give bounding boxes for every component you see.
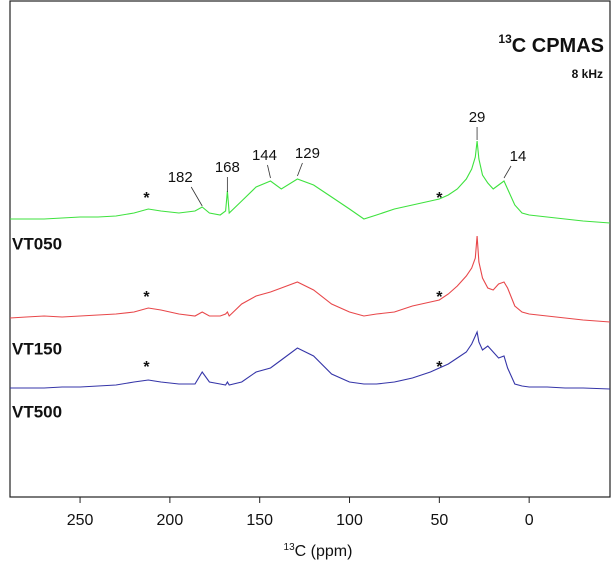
x-tick-label: 200 [157,512,184,529]
spectrum-line [10,330,611,390]
spectrum-line [9,235,611,323]
asterisk: * [143,190,150,207]
peak-leader [297,162,303,177]
peak-leader [190,186,203,207]
chart-title: 13C CPMAS [498,32,604,57]
peak-label: 29 [469,109,486,126]
plot-frame [9,0,611,498]
asterisk: * [143,289,150,306]
asterisk: * [436,359,443,376]
peak-label: 144 [252,147,277,164]
series-label: VT050 [12,234,62,253]
asterisk: * [436,289,443,306]
asterisk: * [436,190,443,207]
title-superscript: 13 [498,32,512,46]
x-tick-label: 150 [246,512,273,529]
x-tick-label: 100 [336,512,363,529]
xlabel-text: C (ppm) [295,543,353,560]
x-tick-label: 0 [525,512,534,529]
peak-label: 129 [295,145,320,162]
peak-leader [503,165,512,179]
title-text: C CPMAS [512,35,604,57]
x-tick-label: 250 [67,512,94,529]
peak-label: 168 [215,159,240,176]
peak-label: 182 [168,169,193,186]
x-axis-label: 13C (ppm) [284,542,353,561]
peak-leader [267,164,271,179]
subtitle: 8 kHz [572,67,603,81]
asterisk: * [143,359,150,376]
xlabel-superscript: 13 [284,542,296,553]
series-label: VT150 [12,339,62,358]
series-label: VT500 [12,402,62,421]
spectrum-line [10,140,611,224]
peak-label: 14 [510,148,527,165]
x-tick-label: 50 [430,512,448,529]
